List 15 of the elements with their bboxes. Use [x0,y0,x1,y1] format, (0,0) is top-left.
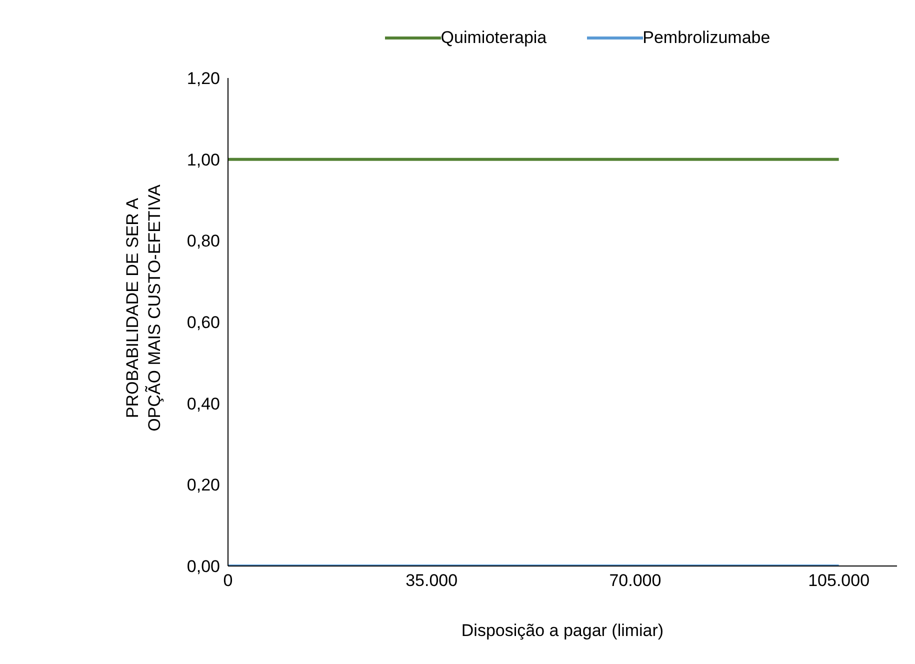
x-tick-label: 0 [223,571,233,590]
legend-label: Pembrolizumabe [642,28,770,48]
y-tick-label: 1,20 [186,69,220,88]
y-tick-label: 0,80 [186,232,220,251]
x-axis-title: Disposição a pagar (limiar) [461,621,664,640]
legend-label: Quimioterapia [440,28,547,48]
y-tick-label: 1,00 [186,150,220,170]
y-tick-label: 0,20 [186,476,220,495]
x-tick-label: 70.000 [609,571,662,590]
x-tick-label: 105.000 [808,571,870,590]
y-tick-label: 0,00 [186,557,220,576]
x-tick-label: 35.000 [406,571,458,590]
y-axis-title: PROBABILIDADE DE SER A OPÇÃO MAIS CUSTO-EFETIVA [123,184,164,432]
y-tick-label: 0,40 [186,394,220,414]
y-tick-label: 0,60 [186,313,220,332]
